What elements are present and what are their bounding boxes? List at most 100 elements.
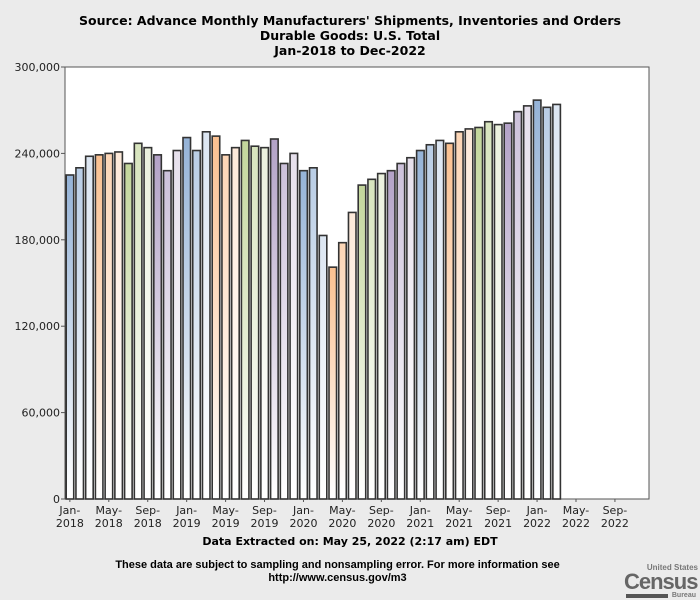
bar-May-2020 xyxy=(337,241,348,500)
y-tick-label: 0 xyxy=(53,493,60,506)
bar-Nov-2018 xyxy=(162,169,172,500)
bar-Apr-2021 xyxy=(444,142,455,500)
x-tick-label: May- xyxy=(212,504,239,517)
bar-Dec-2021 xyxy=(522,105,533,500)
x-tick-label: 2022 xyxy=(562,517,590,530)
bar-May-2018 xyxy=(104,152,114,500)
logo-top-text: United States xyxy=(646,563,698,572)
title-line-1: Source: Advance Monthly Manufacturers' S… xyxy=(79,13,621,28)
bar-Mar-2021 xyxy=(435,139,445,500)
bar-Apr-2020 xyxy=(328,266,338,500)
bar-Apr-2019 xyxy=(211,135,221,500)
bar-Jul-2018 xyxy=(123,162,133,500)
x-tick-label: 2020 xyxy=(289,517,317,530)
bar-Mar-2019 xyxy=(201,131,211,500)
bar-Aug-2019 xyxy=(250,145,260,500)
census-link[interactable]: http://www.census.gov/m3 xyxy=(268,572,407,584)
x-tick-label: 2019 xyxy=(251,517,279,530)
title-line-3: Jan-2018 to Dec-2022 xyxy=(274,43,426,58)
data-extracted-note: Data Extracted on: May 25, 2022 (2:17 am… xyxy=(202,535,498,548)
x-tick-label: Sep- xyxy=(135,504,160,517)
x-tick-label: Jan- xyxy=(292,504,314,517)
bar-Mar-2018 xyxy=(84,155,94,500)
bar-Jun-2019 xyxy=(230,146,241,500)
plot-area xyxy=(64,66,650,500)
x-tick-label: Jan- xyxy=(175,504,197,517)
sampling-note: These data are subject to sampling and n… xyxy=(60,559,615,585)
bar-Apr-2018 xyxy=(94,154,104,500)
y-tick-label: 120,000 xyxy=(15,320,61,333)
bar-Jan-2019 xyxy=(182,136,192,500)
bar-Feb-2021 xyxy=(425,143,435,500)
bar-Feb-2020 xyxy=(308,167,318,500)
x-tick-label: May- xyxy=(446,504,473,517)
bar-Jul-2021 xyxy=(474,126,484,500)
bar-Sep-2020 xyxy=(376,172,386,500)
bar-Aug-2018 xyxy=(133,142,143,500)
x-tick-label: 2021 xyxy=(406,517,434,530)
logo-bottom-text: Bureau xyxy=(671,592,696,599)
bar-Mar-2022 xyxy=(552,103,562,500)
bar-Jun-2020 xyxy=(347,211,357,500)
logo-main-text: Census xyxy=(624,569,698,594)
x-tick-label: Jan- xyxy=(409,504,431,517)
bar-Jan-2021 xyxy=(415,149,425,500)
y-tick-label: 60,000 xyxy=(22,407,61,420)
bar-Sep-2019 xyxy=(260,146,270,500)
bar-Oct-2021 xyxy=(503,122,513,500)
bar-Oct-2020 xyxy=(386,169,396,500)
x-tick-label: 2018 xyxy=(134,517,162,530)
bar-Jul-2019 xyxy=(240,139,250,500)
x-tick-label: May- xyxy=(329,504,356,517)
x-tick-label: Sep- xyxy=(603,504,628,517)
x-tick-label: 2021 xyxy=(484,517,512,530)
x-tick-label: 2019 xyxy=(212,517,240,530)
y-tick-label: 180,000 xyxy=(15,234,61,247)
title-line-2: Durable Goods: U.S. Total xyxy=(259,28,441,43)
logo-bar xyxy=(626,594,668,598)
bar-May-2019 xyxy=(221,154,231,500)
x-tick-label: 2020 xyxy=(367,517,395,530)
x-tick-label: May- xyxy=(563,504,590,517)
bar-Aug-2021 xyxy=(483,120,494,500)
bar-Jul-2020 xyxy=(357,184,367,500)
bar-Nov-2021 xyxy=(513,110,523,500)
bar-Aug-2020 xyxy=(367,178,377,500)
sampling-note-text: These data are subject to sampling and n… xyxy=(115,559,560,571)
bar-Jun-2021 xyxy=(464,128,474,500)
bar-Oct-2019 xyxy=(269,138,279,500)
bar-Dec-2020 xyxy=(406,156,416,500)
bar-Sep-2018 xyxy=(143,146,153,500)
bar-Nov-2019 xyxy=(279,162,289,500)
bar-Feb-2018 xyxy=(75,167,85,500)
x-tick-label: Sep- xyxy=(486,504,511,517)
bar-Oct-2018 xyxy=(153,154,163,500)
census-logo: United States Census Bureau xyxy=(622,563,700,600)
y-tick-label: 300,000 xyxy=(15,61,61,74)
x-tick-label: Sep- xyxy=(252,504,277,517)
x-tick-label: May- xyxy=(96,504,123,517)
bar-May-2021 xyxy=(454,131,464,500)
bar-Jun-2018 xyxy=(114,151,124,500)
bar-Mar-2020 xyxy=(318,234,328,500)
x-tick-label: 2020 xyxy=(328,517,356,530)
x-tick-label: 2019 xyxy=(173,517,201,530)
x-tick-label: Jan- xyxy=(526,504,548,517)
bar-Jan-2022 xyxy=(532,99,542,500)
x-tick-label: 2022 xyxy=(523,517,551,530)
bar-Feb-2019 xyxy=(191,149,202,500)
x-tick-label: Jan- xyxy=(58,504,80,517)
x-tick-label: Sep- xyxy=(369,504,394,517)
bar-Jan-2020 xyxy=(298,169,309,500)
x-tick-label: 2018 xyxy=(56,517,84,530)
bar-Feb-2022 xyxy=(542,106,552,500)
x-tick-label: 2021 xyxy=(445,517,473,530)
bar-Nov-2020 xyxy=(396,162,406,500)
x-tick-label: 2018 xyxy=(95,517,123,530)
x-tick-label: 2022 xyxy=(601,517,629,530)
y-tick-label: 240,000 xyxy=(15,147,61,160)
bar-Dec-2018 xyxy=(172,149,182,500)
chart-title: Source: Advance Monthly Manufacturers' S… xyxy=(0,13,700,58)
bar-Sep-2021 xyxy=(493,123,503,500)
